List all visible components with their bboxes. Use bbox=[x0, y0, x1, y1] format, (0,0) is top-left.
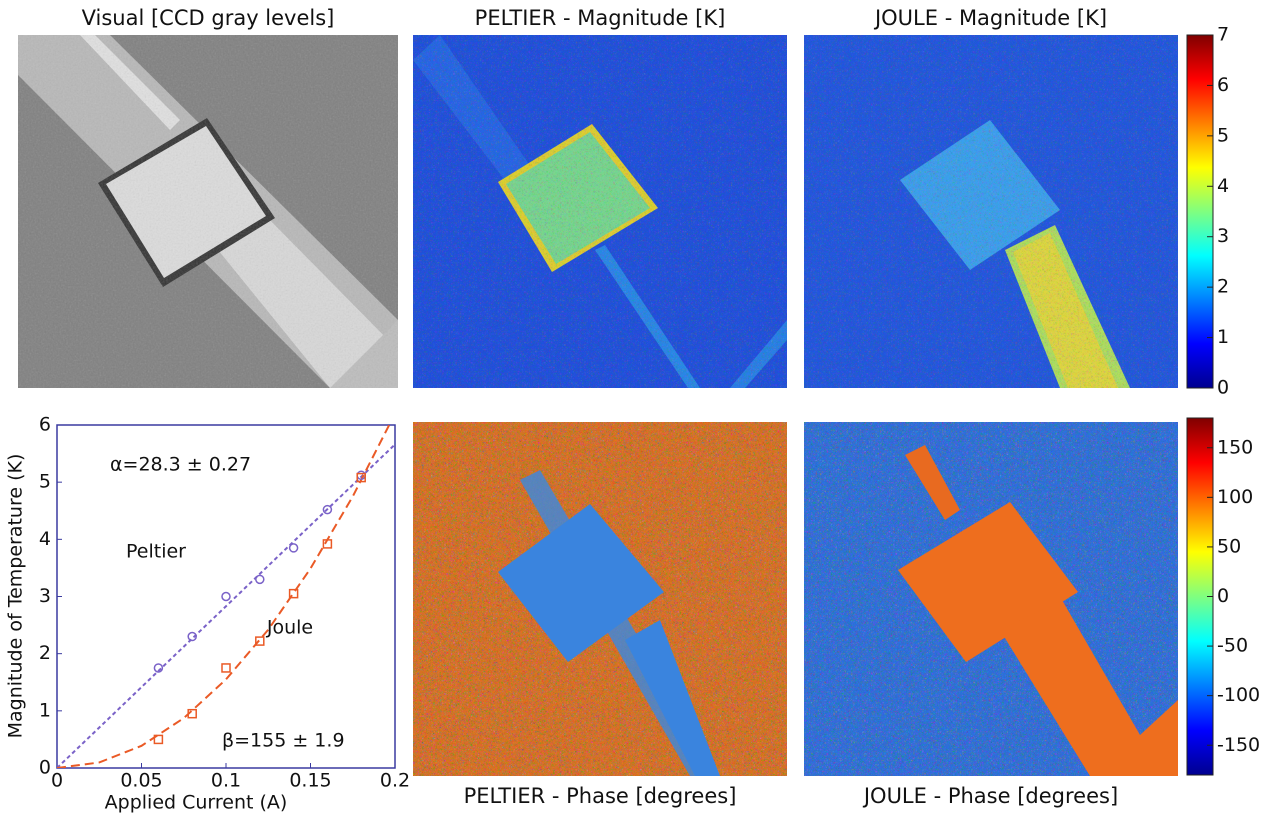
y-tick-label: 3 bbox=[39, 585, 51, 607]
colorbar-tick-label: 2 bbox=[1217, 276, 1229, 298]
colorbar-tick-label: 0 bbox=[1217, 585, 1229, 607]
panel-title: Visual [CCD gray levels] bbox=[82, 6, 335, 30]
colorbar-tick-label: 50 bbox=[1217, 535, 1241, 557]
colorbar-tick-label: 1 bbox=[1217, 326, 1229, 348]
y-tick-label: 1 bbox=[39, 699, 51, 721]
annotation: β=155 ± 1.9 bbox=[222, 730, 345, 752]
x-tick-label: 0 bbox=[51, 770, 63, 792]
colorbar-tick-label: 3 bbox=[1217, 225, 1229, 247]
panel-title: PELTIER - Magnitude [K] bbox=[475, 6, 726, 30]
peltier-phase-image bbox=[413, 422, 787, 776]
x-tick-label: 0.2 bbox=[380, 770, 410, 792]
colorbar-tick-label: -100 bbox=[1217, 684, 1260, 706]
panel-title: JOULE - Phase [degrees] bbox=[862, 784, 1118, 808]
joule-magnitude-image bbox=[804, 35, 1178, 388]
colorbar-tick-label: 6 bbox=[1217, 74, 1229, 96]
joule-phase-image bbox=[804, 422, 1178, 776]
colorbar-tick-label: -50 bbox=[1217, 635, 1248, 657]
series-label: Peltier bbox=[126, 541, 186, 563]
panel-title: PELTIER - Phase [degrees] bbox=[464, 784, 737, 808]
colorbar-tick-label: 5 bbox=[1217, 124, 1229, 146]
ccd-image bbox=[18, 35, 398, 390]
peltier-magnitude-image bbox=[413, 35, 787, 388]
y-tick-label: 6 bbox=[39, 414, 51, 436]
colorbar-tick-label: 150 bbox=[1217, 436, 1253, 458]
x-tick-label: 0.15 bbox=[289, 770, 331, 792]
y-tick-label: 2 bbox=[39, 642, 51, 664]
colorbar-tick-label: 100 bbox=[1217, 486, 1253, 508]
colorbar-tick-label: 7 bbox=[1217, 24, 1229, 46]
x-tick-label: 0.05 bbox=[120, 770, 162, 792]
colorbar-tick-label: -150 bbox=[1217, 734, 1260, 756]
colorbar-tick-label: 4 bbox=[1217, 175, 1229, 197]
y-tick-label: 0 bbox=[39, 757, 51, 779]
annotation: α=28.3 ± 0.27 bbox=[110, 454, 251, 476]
colorbar-tick-label: 0 bbox=[1217, 377, 1229, 399]
panel-title: JOULE - Magnitude [K] bbox=[873, 6, 1107, 30]
plot-area bbox=[57, 425, 395, 768]
y-axis-label: Magnitude of Temperature (K) bbox=[5, 454, 27, 739]
series-label: Joule bbox=[266, 617, 313, 639]
y-tick-label: 4 bbox=[39, 528, 51, 550]
figure: Visual [CCD gray levels] PELTIER - Magni… bbox=[0, 0, 1272, 817]
x-axis-label: Applied Current (A) bbox=[105, 792, 288, 814]
colorbar-magnitude bbox=[1187, 35, 1213, 388]
y-tick-label: 5 bbox=[39, 471, 51, 493]
x-tick-label: 0.1 bbox=[211, 770, 241, 792]
